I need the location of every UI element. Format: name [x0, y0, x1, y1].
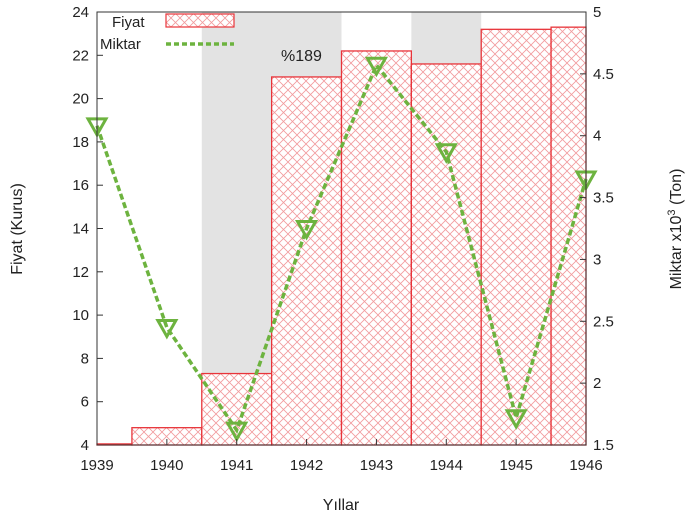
y-tick-label-8: 8 [81, 350, 89, 367]
bar-1943 [340, 50, 413, 446]
x-tick-label-1939: 1939 [80, 457, 113, 474]
bar-1945 [480, 28, 552, 446]
bar-1941 [201, 372, 273, 446]
y-axis-title-right: Miktar x103 (Ton) [666, 169, 685, 290]
y-axis-title-left: Fiyat (Kurus) [9, 183, 26, 275]
y-tick-label-6: 6 [81, 394, 89, 411]
y-tick-label-22: 22 [72, 47, 89, 64]
y2-tick-label-3.5: 3.5 [593, 190, 614, 207]
quantity-line [85, 56, 598, 443]
y2-tick-label-4.5: 4.5 [593, 66, 614, 83]
annotation-label: %189 [281, 48, 322, 65]
y2-tick-label-1.5: 1.5 [593, 437, 614, 454]
axes: 4 6 8 10 12 14 16 18 20 22 24 1.5 2 2.5 3 3.5 4 4.5 5 1939 1… [72, 4, 614, 474]
y2-tick-label-2.5: 2.5 [593, 313, 614, 330]
x-tick-label-1946: 1946 [569, 457, 602, 474]
y-tick-label-16: 16 [72, 177, 89, 194]
quantity-point-1942 [295, 220, 319, 241]
x-tick-label-1941: 1941 [220, 457, 253, 474]
price-bars [96, 26, 587, 446]
y2-tick-label-3: 3 [593, 251, 601, 268]
y-tick-label-4: 4 [81, 437, 89, 454]
y2-title-prefix: Miktar x10 [668, 216, 685, 290]
x-tick-label-1943: 1943 [360, 457, 393, 474]
x-tick-label-1940: 1940 [150, 457, 183, 474]
quantity-point-1940 [155, 318, 179, 340]
y2-tick-label-5: 5 [593, 4, 601, 21]
quantity-line-path [95, 61, 588, 435]
y2-tick-label-2: 2 [593, 375, 601, 392]
x-tick-label-1942: 1942 [290, 457, 323, 474]
y-tick-label-24: 24 [72, 4, 89, 21]
bar-1946 [550, 26, 587, 446]
quantity-point-1944 [434, 143, 458, 164]
legend: Fiyat Miktar [100, 13, 235, 53]
y2-title-sup: 3 [666, 209, 678, 215]
bar-1942 [270, 76, 343, 446]
y-tick-label-18: 18 [72, 134, 89, 151]
y-tick-label-12: 12 [72, 264, 89, 281]
x-tick-label-1945: 1945 [499, 457, 532, 474]
legend-label-fiyat: Fiyat [112, 14, 145, 31]
y2-title-suffix: (Ton) [668, 169, 685, 210]
quantity-point-1945 [504, 409, 528, 430]
quantity-point-1941 [225, 421, 249, 443]
x-axis-title: Yıllar [323, 497, 360, 514]
bar-1944 [410, 63, 482, 446]
y-tick-label-10: 10 [72, 307, 89, 324]
x-tick-label-1944: 1944 [430, 457, 463, 474]
y-tick-label-14: 14 [72, 221, 89, 238]
y2-tick-label-4: 4 [593, 128, 601, 145]
legend-label-miktar: Miktar [100, 36, 141, 53]
y-tick-label-20: 20 [72, 91, 89, 108]
legend-swatch-fiyat [165, 13, 235, 28]
quantity-point-1943 [364, 56, 388, 78]
